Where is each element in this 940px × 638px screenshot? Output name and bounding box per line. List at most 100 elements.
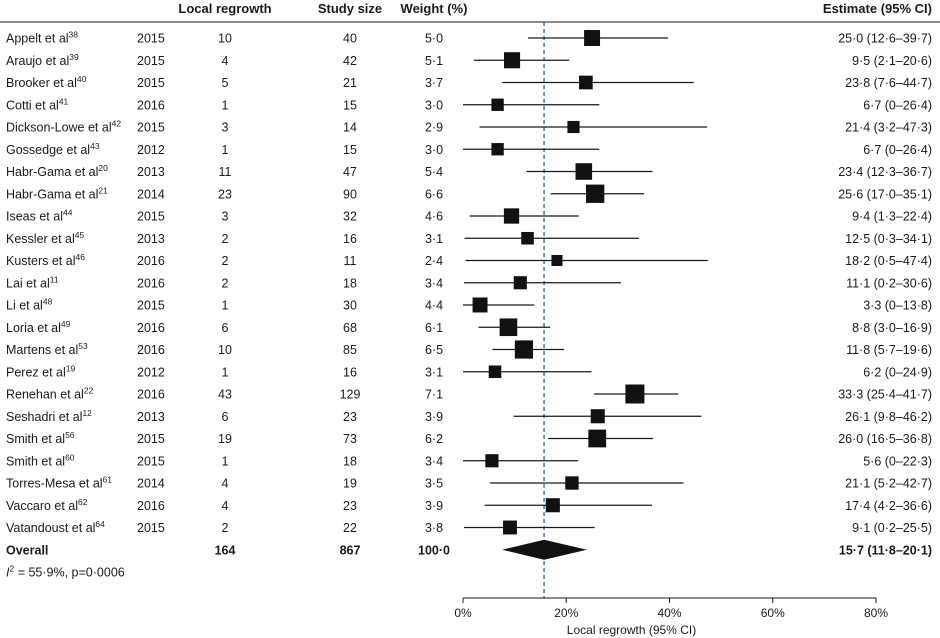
study-weight-square [590, 409, 605, 424]
study-author: Kessler et al45 [6, 230, 85, 246]
x-axis-tick-label: 80% [864, 606, 888, 620]
study-local-regrowth: 2 [222, 232, 229, 246]
study-estimate-text: 17·4 (4·2–36·6) [845, 499, 932, 513]
header-study-size: Study size [318, 1, 382, 16]
study-reference-superscript: 11 [50, 274, 59, 284]
study-local-regrowth: 23 [218, 187, 232, 201]
study-reference-superscript: 46 [75, 252, 85, 262]
x-axis-tick-label: 40% [657, 606, 681, 620]
study-weight-square [521, 231, 534, 245]
study-year: 2015 [137, 210, 165, 224]
study-weight: 3·0 [425, 98, 443, 112]
study-local-regrowth: 10 [218, 343, 232, 357]
study-author-name: Cotti et al [6, 98, 59, 112]
study-author-name: Gossedge et al [6, 143, 90, 157]
study-weight: 3·9 [425, 410, 443, 424]
study-author-name: Habr-Gama et al [6, 187, 98, 201]
study-size: 68 [343, 321, 357, 335]
study-size: 11 [344, 254, 357, 268]
study-year: 2015 [137, 54, 165, 68]
study-author-name: Brooker et al [6, 76, 77, 90]
study-author-name: Torres-Mesa et al [6, 477, 103, 491]
study-year: 2015 [137, 76, 165, 90]
study-year: 2012 [137, 365, 165, 379]
study-weight-square [565, 476, 579, 490]
heterogeneity-statistic: I2 = 55·9%, p=0·0006 [6, 563, 125, 579]
study-author: Smith et al60 [6, 452, 75, 468]
study-estimate-text: 23·8 (7·6–44·7) [845, 76, 932, 90]
study-reference-superscript: 64 [95, 519, 105, 529]
study-local-regrowth: 2 [222, 521, 229, 535]
study-author: Vaccaro et al62 [6, 497, 88, 513]
study-size: 23 [343, 499, 357, 513]
study-weight: 4·6 [425, 210, 443, 224]
study-year: 2015 [137, 454, 165, 468]
study-year: 2013 [137, 232, 165, 246]
study-author: Vatandoust et al64 [6, 519, 105, 535]
study-weight-square [491, 98, 504, 111]
study-author: Renehan et al22 [6, 386, 94, 402]
header-estimate: Estimate (95% CI) [823, 1, 932, 16]
study-weight-square [588, 429, 607, 448]
study-estimate-text: 6·2 (0–24·9) [863, 365, 932, 379]
heterogeneity-text: = 55·9%, p=0·0006 [14, 565, 125, 579]
study-weight: 2·4 [425, 254, 443, 268]
study-local-regrowth: 19 [218, 432, 232, 446]
study-size: 14 [343, 121, 357, 135]
study-estimate-text: 11·8 (5·7–19·6) [846, 343, 932, 357]
study-local-regrowth: 11 [219, 165, 232, 179]
study-estimate-text: 3·3 (0–13·8) [863, 299, 932, 313]
study-weight-square [491, 143, 504, 156]
study-reference-superscript: 40 [77, 74, 87, 84]
study-weight: 5·1 [425, 54, 443, 68]
study-size: 22 [343, 521, 357, 535]
study-author-name: Araujo et al [6, 54, 69, 68]
study-author: Kusters et al46 [6, 252, 85, 268]
study-estimate-text: 9·5 (2·1–20·6) [852, 54, 932, 68]
study-author: Dickson-Lowe et al42 [6, 119, 121, 135]
study-local-regrowth: 3 [222, 210, 229, 224]
study-weight-square [579, 75, 593, 90]
study-reference-superscript: 38 [69, 30, 79, 40]
overall-diamond [502, 539, 587, 560]
study-weight-square [503, 208, 520, 224]
study-estimate-text: 25·6 (17·0–35·1) [838, 187, 932, 201]
study-weight-square [488, 365, 502, 379]
x-axis-tick-label: 20% [554, 606, 578, 620]
study-estimate-text: 9·4 (1·3–22·4) [852, 210, 932, 224]
study-year: 2016 [137, 388, 165, 402]
study-size: 23 [343, 410, 357, 424]
study-year: 2014 [137, 187, 165, 201]
study-weight: 2·9 [425, 121, 443, 135]
study-year: 2015 [137, 299, 165, 313]
study-author-name: Iseas et al [6, 210, 63, 224]
study-author-name: Vaccaro et al [6, 499, 78, 513]
study-estimate-text: 26·0 (16·5–36·8) [838, 432, 932, 446]
study-weight: 6·2 [425, 432, 443, 446]
study-year: 2015 [137, 121, 165, 135]
study-author: Martens et al53 [6, 341, 88, 357]
overall-study-size: 867 [340, 543, 361, 557]
study-author-name: Martens et al [6, 343, 78, 357]
study-weight-square [551, 254, 563, 267]
overall-label: Overall [6, 543, 48, 557]
study-size: 18 [343, 276, 357, 290]
study-local-regrowth: 3 [222, 121, 229, 135]
study-author: Perez et al19 [6, 363, 75, 379]
study-reference-superscript: 20 [98, 163, 108, 173]
study-reference-superscript: 22 [84, 386, 94, 396]
study-reference-superscript: 42 [112, 119, 122, 129]
study-estimate-text: 11·1 (0·2–30·6) [846, 276, 932, 290]
study-weight-square [514, 340, 534, 359]
heterogeneity-superscript: 2 [9, 563, 14, 573]
study-reference-superscript: 12 [82, 408, 92, 418]
study-weight-square [513, 276, 527, 290]
study-size: 15 [343, 98, 357, 112]
study-weight-square [472, 297, 488, 313]
study-author: Seshadri et al12 [6, 408, 92, 424]
study-author-name: Appelt et al [6, 32, 69, 46]
study-estimate-text: 6·7 (0–26·4) [863, 98, 932, 112]
study-estimate-text: 26·1 (9·8–46·2) [845, 410, 932, 424]
study-local-regrowth: 5 [222, 76, 229, 90]
study-local-regrowth: 43 [218, 388, 232, 402]
